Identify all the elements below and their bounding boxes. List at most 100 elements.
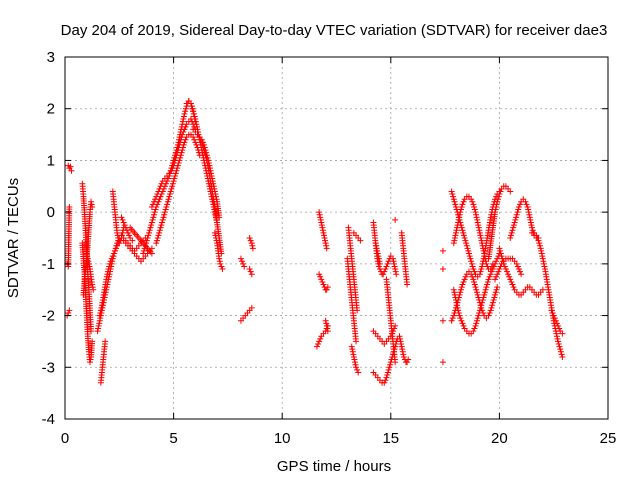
data-point (478, 266, 485, 273)
data-point (190, 110, 197, 117)
data-point (471, 281, 478, 288)
data-point (509, 227, 516, 234)
data-point (208, 170, 215, 177)
data-point (172, 170, 179, 177)
data-point (454, 224, 461, 231)
data-point (451, 237, 458, 244)
data-point (452, 229, 459, 236)
data-point (85, 260, 92, 267)
data-point (89, 338, 96, 345)
data-point (536, 242, 543, 249)
data-point (479, 299, 486, 306)
data-point (160, 214, 167, 221)
data-point (219, 266, 226, 273)
data-point (151, 211, 158, 218)
data-point (178, 149, 185, 156)
data-point (161, 209, 168, 216)
data-point (505, 271, 512, 278)
data-point (490, 263, 497, 270)
data-point (452, 297, 459, 304)
data-point (118, 235, 125, 241)
data-point (113, 245, 120, 252)
data-point (89, 284, 96, 291)
data-point (350, 351, 357, 358)
data-point (147, 224, 154, 231)
data-point (201, 144, 208, 151)
data-point (166, 193, 173, 200)
data-point (212, 193, 219, 200)
data-point (211, 188, 218, 195)
data-point (457, 209, 464, 216)
data-point (385, 366, 392, 373)
data-point (324, 325, 331, 332)
data-point (473, 286, 480, 293)
data-point (461, 276, 468, 283)
data-point (452, 294, 459, 301)
data-point (168, 167, 175, 174)
data-point (476, 271, 483, 278)
data-point (558, 351, 565, 358)
data-point (439, 359, 446, 366)
data-point (88, 328, 95, 335)
data-point (469, 263, 476, 270)
data-point (501, 263, 508, 270)
data-point (515, 206, 522, 213)
data-point (448, 317, 455, 324)
data-point (468, 260, 475, 267)
data-point (90, 286, 97, 293)
data-point (320, 281, 327, 288)
data-point (391, 260, 398, 267)
data-point (97, 309, 104, 316)
data-point (475, 294, 482, 301)
data-point (246, 266, 253, 273)
data-point (153, 237, 160, 244)
data-point (400, 351, 407, 358)
data-point (317, 273, 324, 280)
data-point (493, 203, 500, 210)
y-tick-label: -3 (42, 359, 55, 376)
data-point (248, 271, 255, 278)
data-point (322, 317, 329, 324)
data-point (474, 315, 481, 322)
data-point (398, 343, 405, 350)
data-point (473, 289, 480, 296)
x-tick-label: 20 (491, 430, 508, 447)
data-point (174, 162, 181, 169)
data-point (174, 165, 181, 172)
data-point (404, 281, 411, 288)
data-point (148, 250, 155, 257)
data-point (459, 281, 466, 288)
data-point (375, 255, 382, 262)
data-point (510, 224, 517, 231)
data-point (213, 237, 220, 244)
data-point (97, 307, 104, 314)
data-point (456, 211, 463, 218)
data-point (555, 338, 562, 345)
data-point (452, 203, 459, 210)
data-point (450, 286, 457, 293)
x-tick-label: 25 (600, 430, 617, 447)
data-point (493, 201, 500, 208)
data-point (495, 268, 502, 275)
data-point (171, 175, 178, 182)
data-point (529, 227, 536, 234)
data-point (84, 255, 91, 262)
data-point (109, 253, 116, 260)
data-point (149, 216, 156, 223)
data-point (88, 198, 95, 205)
data-point (65, 309, 72, 316)
data-point (249, 245, 256, 252)
data-point (86, 359, 93, 366)
y-tick-label: -2 (42, 308, 55, 325)
data-point (456, 312, 463, 319)
data-point (473, 320, 480, 327)
data-point (322, 237, 329, 244)
data-point (488, 304, 495, 311)
data-point (324, 328, 331, 335)
data-point (386, 364, 393, 371)
data-point (118, 214, 125, 221)
data-point (515, 266, 522, 273)
chart-title: Day 204 of 2019, Sidereal Day-to-day VTE… (61, 22, 608, 39)
data-point (375, 263, 382, 270)
data-point (528, 222, 535, 229)
